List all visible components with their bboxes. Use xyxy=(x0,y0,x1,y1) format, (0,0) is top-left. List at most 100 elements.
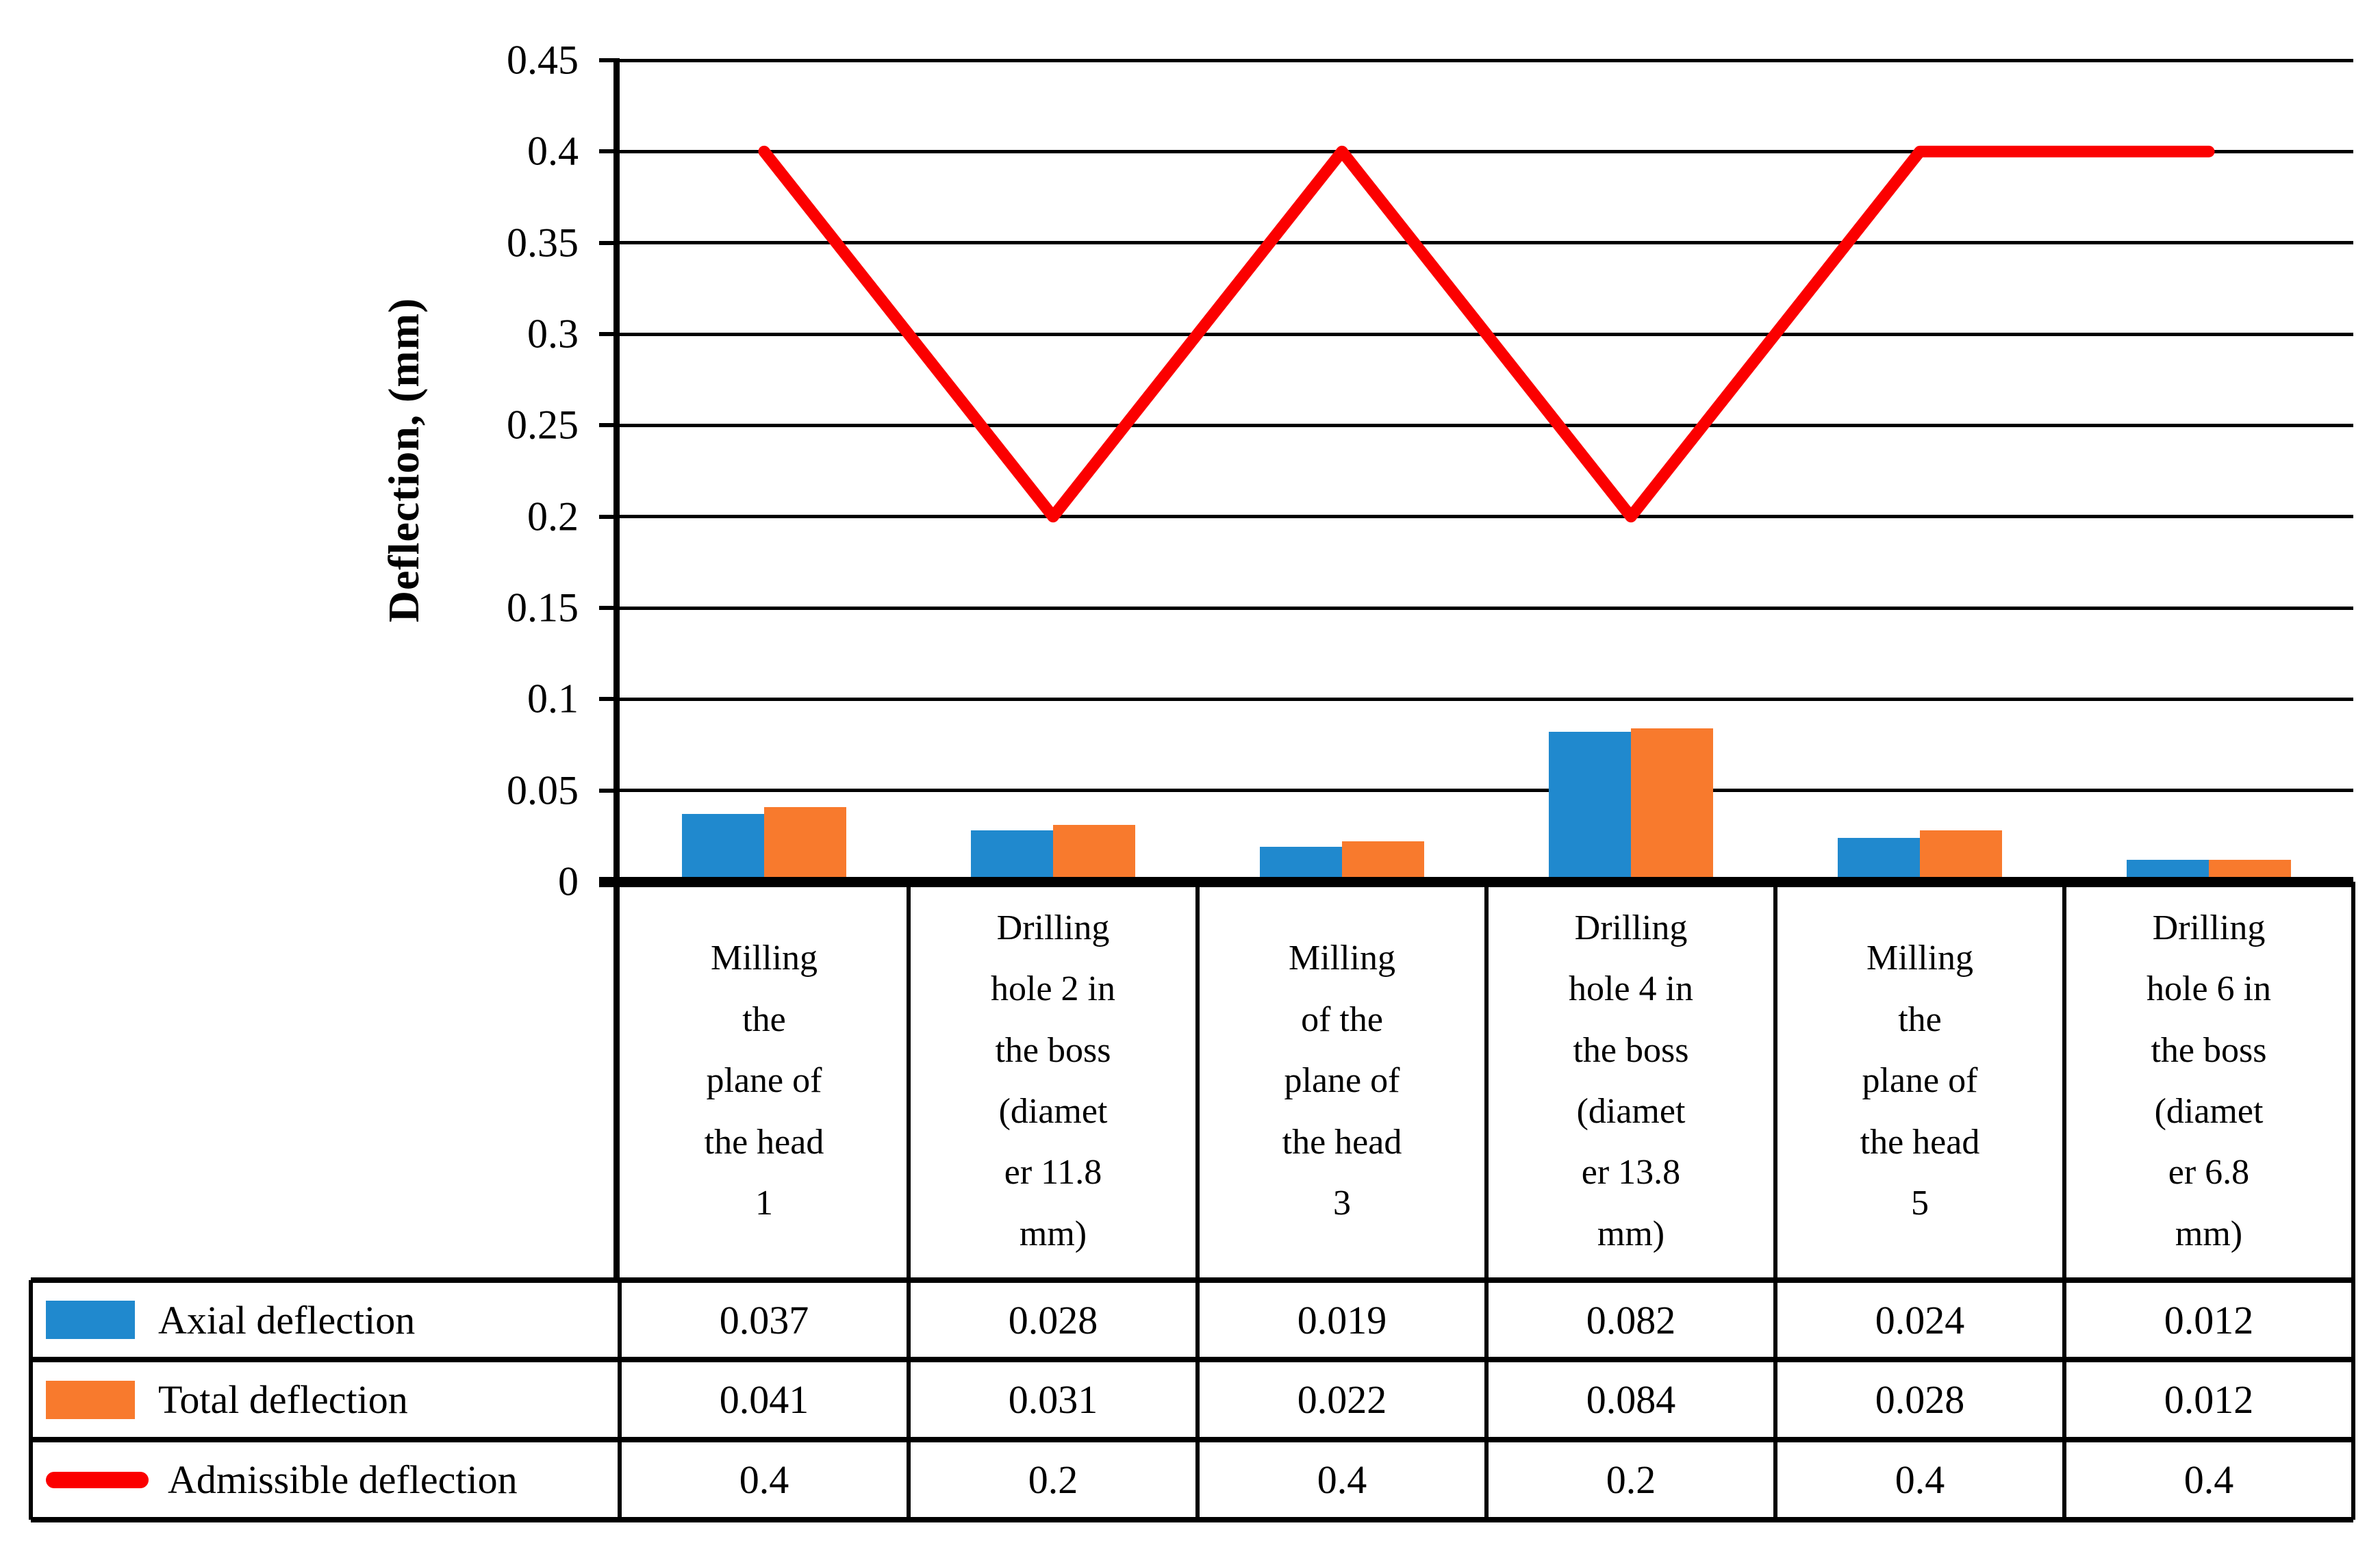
gridline xyxy=(620,58,2353,62)
table-value-cell: 0.4 xyxy=(1895,1457,1945,1502)
y-tick-label: 0.15 xyxy=(507,585,579,630)
table-border-horizontal xyxy=(31,1517,2353,1522)
table-value-cell: 0.082 xyxy=(1586,1297,1676,1342)
category-separator xyxy=(2351,882,2355,1280)
gridline xyxy=(620,423,2353,427)
table-border-vertical xyxy=(1484,1280,1489,1520)
category-label-text: Drilling hole 4 in the boss (diamet er 1… xyxy=(1569,908,1693,1253)
table-border-vertical xyxy=(2351,1280,2355,1520)
bar-total xyxy=(1920,830,2002,882)
table-border-vertical xyxy=(2062,1280,2066,1520)
category-label-text: Milling the plane of the head 1 xyxy=(704,939,824,1223)
y-tick-mark xyxy=(599,606,620,610)
y-tick-mark xyxy=(599,514,620,519)
legend-row-total: Total deflection xyxy=(31,1360,620,1440)
y-tick-label: 0.05 xyxy=(507,767,579,813)
table-border-vertical xyxy=(29,1280,33,1520)
table-value-cell: 0.028 xyxy=(1875,1377,1965,1422)
y-tick-label: 0.1 xyxy=(527,676,579,722)
y-tick-mark xyxy=(599,58,620,62)
table-value-cell: 0.041 xyxy=(719,1377,809,1422)
y-tick-label: 0.2 xyxy=(527,494,579,539)
category-separator xyxy=(907,882,911,1280)
y-tick-mark xyxy=(599,880,620,884)
table-border-vertical xyxy=(1195,1280,1200,1520)
gridline xyxy=(620,697,2353,701)
category-separator xyxy=(1773,882,1777,1280)
y-tick-mark xyxy=(599,423,620,428)
table-value-cell: 0.028 xyxy=(1008,1297,1098,1342)
bar-axial xyxy=(682,814,764,882)
table-value-cell: 0.4 xyxy=(739,1457,789,1502)
table-value-cell: 0.2 xyxy=(1606,1457,1656,1502)
category-separator xyxy=(2062,882,2066,1280)
table-border-horizontal xyxy=(31,1437,2353,1442)
table-value-cell: 0.037 xyxy=(719,1297,809,1342)
category-label: Milling the plane of the head 1 xyxy=(620,882,909,1280)
table-value-cell: 0.4 xyxy=(1317,1457,1367,1502)
table-value-cell: 0.019 xyxy=(1297,1297,1387,1342)
table-border-vertical xyxy=(618,1280,622,1520)
table-border-horizontal xyxy=(31,1277,2353,1283)
table-value-cell: 0.022 xyxy=(1297,1377,1387,1422)
y-tick-label: 0.4 xyxy=(527,128,579,174)
gridline xyxy=(620,606,2353,610)
bar-total xyxy=(1631,728,1713,882)
category-label: Drilling hole 6 in the boss (diamet er 6… xyxy=(2064,882,2353,1280)
bar-total xyxy=(1342,841,1424,882)
table-value-cell: 0.2 xyxy=(1028,1457,1078,1502)
category-label-text: Milling the plane of the head 5 xyxy=(1860,939,1980,1223)
y-tick-mark xyxy=(599,332,620,336)
y-tick-label: 0.3 xyxy=(527,311,579,357)
category-separator xyxy=(1484,882,1489,1280)
gridline xyxy=(620,241,2353,245)
legend-label-axial: Axial deflection xyxy=(158,1297,416,1342)
table-border-vertical xyxy=(1773,1280,1777,1520)
legend-row-admissible: Admissible deflection xyxy=(31,1440,620,1520)
legend-row-axial: Axial deflection xyxy=(31,1280,620,1360)
y-tick-mark xyxy=(599,149,620,154)
category-label: Drilling hole 4 in the boss (diamet er 1… xyxy=(1486,882,1775,1280)
y-axis-line xyxy=(613,60,620,1280)
category-label-text: Milling of the plane of the head 3 xyxy=(1282,939,1402,1223)
y-tick-label: 0.25 xyxy=(507,402,579,448)
admissible-deflection-line xyxy=(758,145,2215,523)
gridline xyxy=(620,789,2353,793)
table-value-cell: 0.4 xyxy=(2183,1457,2234,1502)
gridline xyxy=(620,149,2353,153)
category-label: Milling the plane of the head 5 xyxy=(1775,882,2064,1280)
bar-axial xyxy=(971,830,1053,882)
x-axis-line xyxy=(599,877,2353,887)
bar-axial xyxy=(1838,838,1920,882)
category-separator xyxy=(1195,882,1200,1280)
y-tick-mark xyxy=(599,788,620,793)
bar-total xyxy=(1053,825,1135,882)
table-border-horizontal xyxy=(31,1357,2353,1362)
legend-label-admissible: Admissible deflection xyxy=(168,1457,518,1502)
category-label-text: Drilling hole 6 in the boss (diamet er 6… xyxy=(2147,908,2271,1253)
legend-label-total: Total deflection xyxy=(158,1377,408,1422)
legend-swatch-admissible xyxy=(46,1471,149,1488)
y-tick-label: 0.35 xyxy=(507,220,579,266)
table-value-cell: 0.031 xyxy=(1008,1377,1098,1422)
bar-total xyxy=(764,806,846,882)
table-value-cell: 0.012 xyxy=(2164,1377,2254,1422)
y-tick-mark xyxy=(599,240,620,245)
table-value-cell: 0.024 xyxy=(1875,1297,1965,1342)
category-label: Drilling hole 2 in the boss (diamet er 1… xyxy=(909,882,1198,1280)
legend-swatch-total xyxy=(46,1380,135,1419)
y-tick-label: 0.45 xyxy=(507,37,579,83)
bar-axial xyxy=(1260,847,1342,882)
category-label: Milling of the plane of the head 3 xyxy=(1198,882,1486,1280)
category-label-text: Drilling hole 2 in the boss (diamet er 1… xyxy=(991,908,1115,1253)
bar-axial xyxy=(1549,732,1631,882)
y-tick-mark xyxy=(599,697,620,702)
legend-swatch-axial xyxy=(46,1301,135,1339)
gridline xyxy=(620,515,2353,519)
table-value-cell: 0.084 xyxy=(1586,1377,1676,1422)
table-value-cell: 0.012 xyxy=(2164,1297,2254,1342)
y-tick-label: 0 xyxy=(558,858,579,904)
table-border-vertical xyxy=(907,1280,911,1520)
